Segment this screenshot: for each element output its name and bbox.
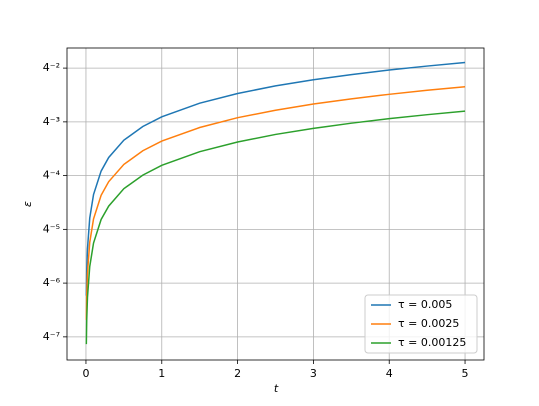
- y-tick-label: 4⁻⁴: [43, 169, 61, 182]
- x-tick-label: 5: [462, 367, 469, 380]
- x-tick-label: 1: [158, 367, 165, 380]
- legend-label: τ = 0.0025: [398, 317, 459, 330]
- x-tick-label: 4: [386, 367, 393, 380]
- x-tick-label: 2: [234, 367, 241, 380]
- y-tick-label: 4⁻⁷: [43, 330, 60, 343]
- legend-box: [364, 294, 478, 354]
- legend: τ = 0.005 τ = 0.0025 τ = 0.00125: [364, 294, 478, 354]
- y-tick-label: 4⁻⁵: [43, 222, 60, 235]
- series-line: [85, 110, 466, 345]
- series-line: [85, 61, 466, 296]
- series-line: [85, 86, 466, 320]
- y-tick-label: 4⁻³: [43, 115, 60, 128]
- x-tick-label: 3: [310, 367, 317, 380]
- y-tick-label: 4⁻⁶: [43, 276, 61, 289]
- x-axis-label: t: [274, 382, 279, 395]
- plot-frame: [66, 47, 485, 361]
- x-tick-label: 0: [82, 367, 89, 380]
- y-tick-label: 4⁻²: [43, 61, 60, 74]
- legend-label: τ = 0.005: [398, 298, 452, 311]
- legend-label: τ = 0.00125: [398, 336, 466, 349]
- y-axis-label: ε: [21, 201, 34, 207]
